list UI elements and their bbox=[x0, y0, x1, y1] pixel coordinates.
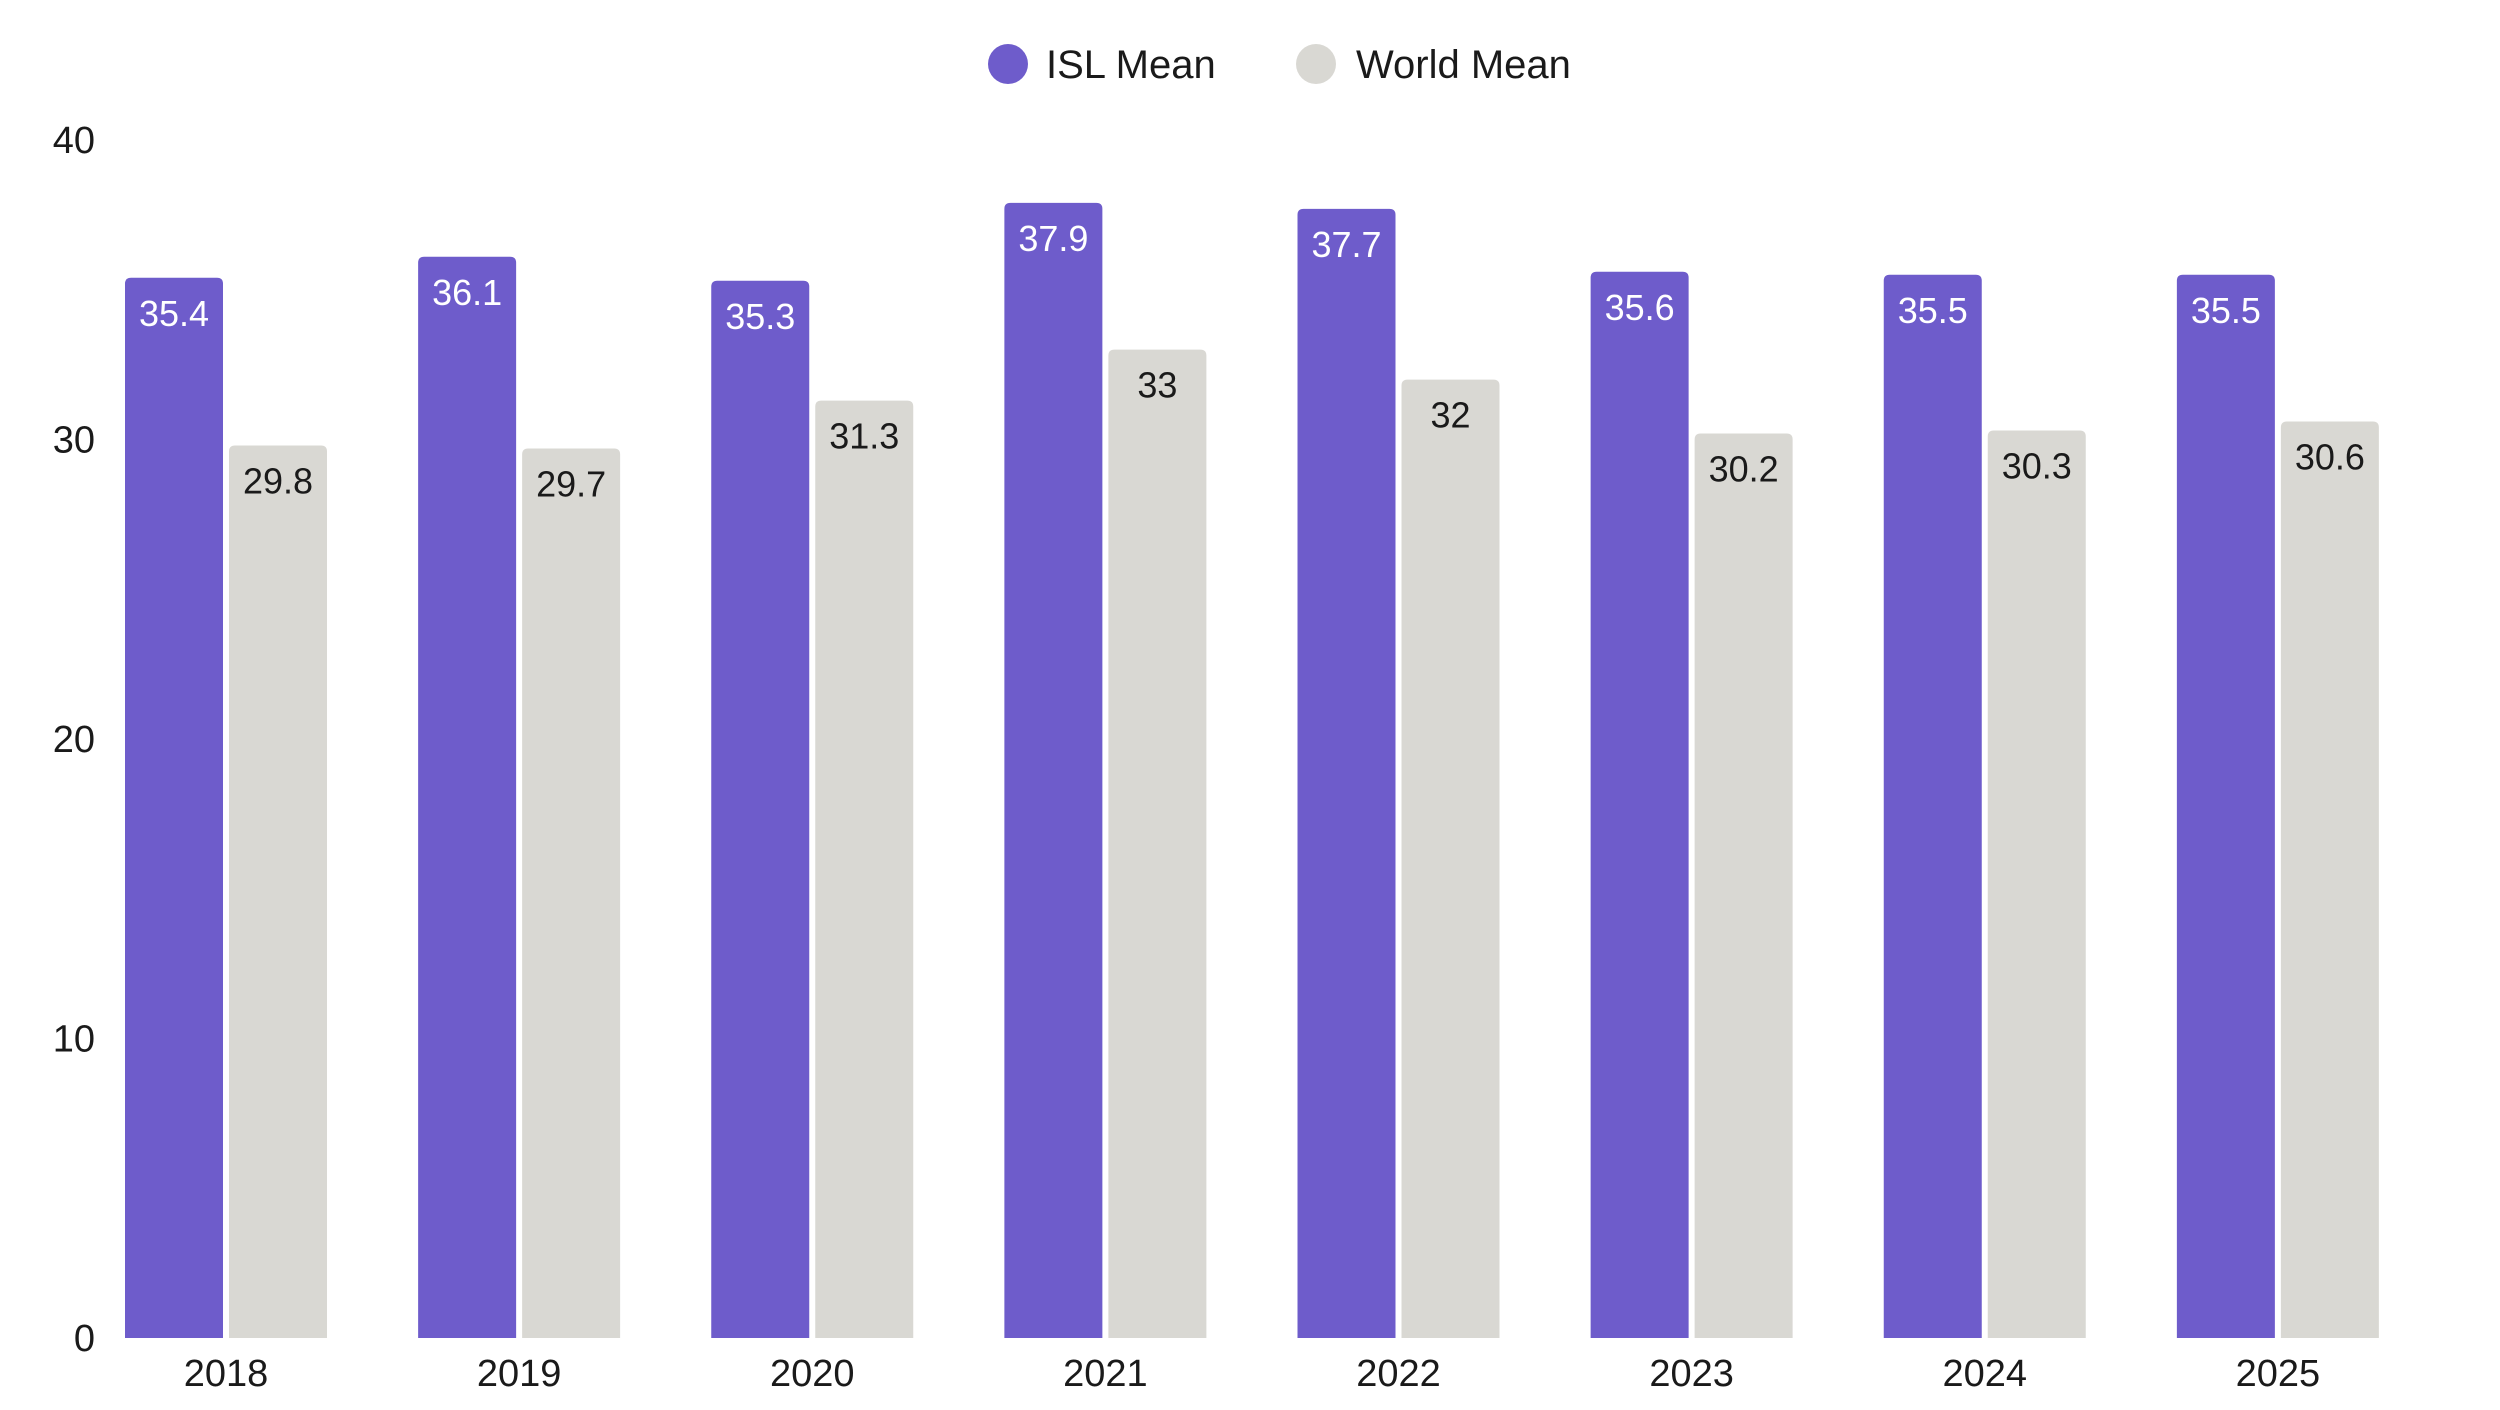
world-mean-data-label: 30.6 bbox=[2295, 437, 2365, 478]
world-mean-bar bbox=[2280, 421, 2379, 1338]
world-mean-data-label: 31.3 bbox=[829, 416, 899, 457]
isl-mean-bar bbox=[1297, 208, 1396, 1338]
isl-mean-data-label: 35.4 bbox=[139, 293, 209, 334]
x-tick-label: 2022 bbox=[1356, 1353, 1441, 1395]
y-tick-label: 40 bbox=[53, 120, 95, 162]
legend-isl-mean-swatch bbox=[988, 44, 1028, 84]
world-mean-data-label: 33 bbox=[1137, 365, 1177, 406]
isl-mean-bar bbox=[125, 277, 223, 1338]
x-tick-label: 2023 bbox=[1649, 1353, 1734, 1395]
isl-mean-bar bbox=[418, 256, 517, 1339]
world-mean-data-label: 29.8 bbox=[243, 460, 313, 501]
world-mean-data-label: 29.7 bbox=[536, 463, 606, 504]
legend-world-mean-label: World Mean bbox=[1356, 43, 1571, 87]
isl-mean-data-label: 35.5 bbox=[1898, 290, 1968, 331]
isl-mean-data-label: 36.1 bbox=[432, 272, 502, 313]
world-mean-bar bbox=[522, 448, 621, 1338]
world-mean-data-label: 32 bbox=[1430, 395, 1470, 436]
isl-mean-data-label: 35.6 bbox=[1605, 287, 1675, 328]
y-tick-label: 0 bbox=[74, 1318, 95, 1360]
isl-mean-bar bbox=[1590, 271, 1689, 1338]
isl-mean-data-label: 37.9 bbox=[1018, 218, 1088, 259]
x-tick-label: 2024 bbox=[1942, 1353, 2027, 1395]
x-tick-label: 2019 bbox=[477, 1353, 562, 1395]
world-mean-data-label: 30.2 bbox=[1709, 449, 1779, 490]
world-mean-bar bbox=[1401, 379, 1500, 1339]
x-tick-label: 2025 bbox=[2236, 1353, 2321, 1395]
y-axis: 0 10 20 30 40 bbox=[53, 120, 95, 1360]
world-mean-bar bbox=[1694, 433, 1793, 1338]
isl-mean-bar bbox=[1004, 202, 1103, 1338]
x-tick-label: 2018 bbox=[184, 1353, 269, 1395]
x-tick-label: 2021 bbox=[1063, 1353, 1148, 1395]
isl-mean-data-label: 35.3 bbox=[725, 296, 795, 337]
y-tick-label: 10 bbox=[53, 1019, 95, 1061]
y-tick-label: 30 bbox=[53, 420, 95, 462]
world-mean-bar bbox=[815, 400, 914, 1338]
isl-mean-bar bbox=[711, 280, 810, 1338]
bars: 35.4 29.8 36.1 29.7 35.3 31.3 37.9 33 37.7 32 35.6… bbox=[125, 202, 2379, 1339]
isl-mean-data-label: 37.7 bbox=[1311, 224, 1381, 265]
isl-mean-bar bbox=[2176, 274, 2275, 1338]
world-mean-bar bbox=[1987, 430, 2086, 1338]
world-mean-bar bbox=[1108, 349, 1207, 1338]
x-axis: 2018 2019 2020 2021 2022 2023 2024 2025 bbox=[184, 1353, 2320, 1395]
legend-world-mean-swatch bbox=[1296, 44, 1336, 84]
legend: ISL Mean World Mean bbox=[988, 43, 1571, 87]
x-tick-label: 2020 bbox=[770, 1353, 855, 1395]
y-tick-label: 20 bbox=[53, 719, 95, 761]
isl-mean-bar bbox=[1883, 274, 1982, 1338]
isl-mean-data-label: 35.5 bbox=[2191, 290, 2261, 331]
legend-isl-mean-label: ISL Mean bbox=[1046, 43, 1216, 87]
world-mean-bar bbox=[229, 445, 327, 1338]
world-mean-data-label: 30.3 bbox=[2002, 446, 2072, 487]
